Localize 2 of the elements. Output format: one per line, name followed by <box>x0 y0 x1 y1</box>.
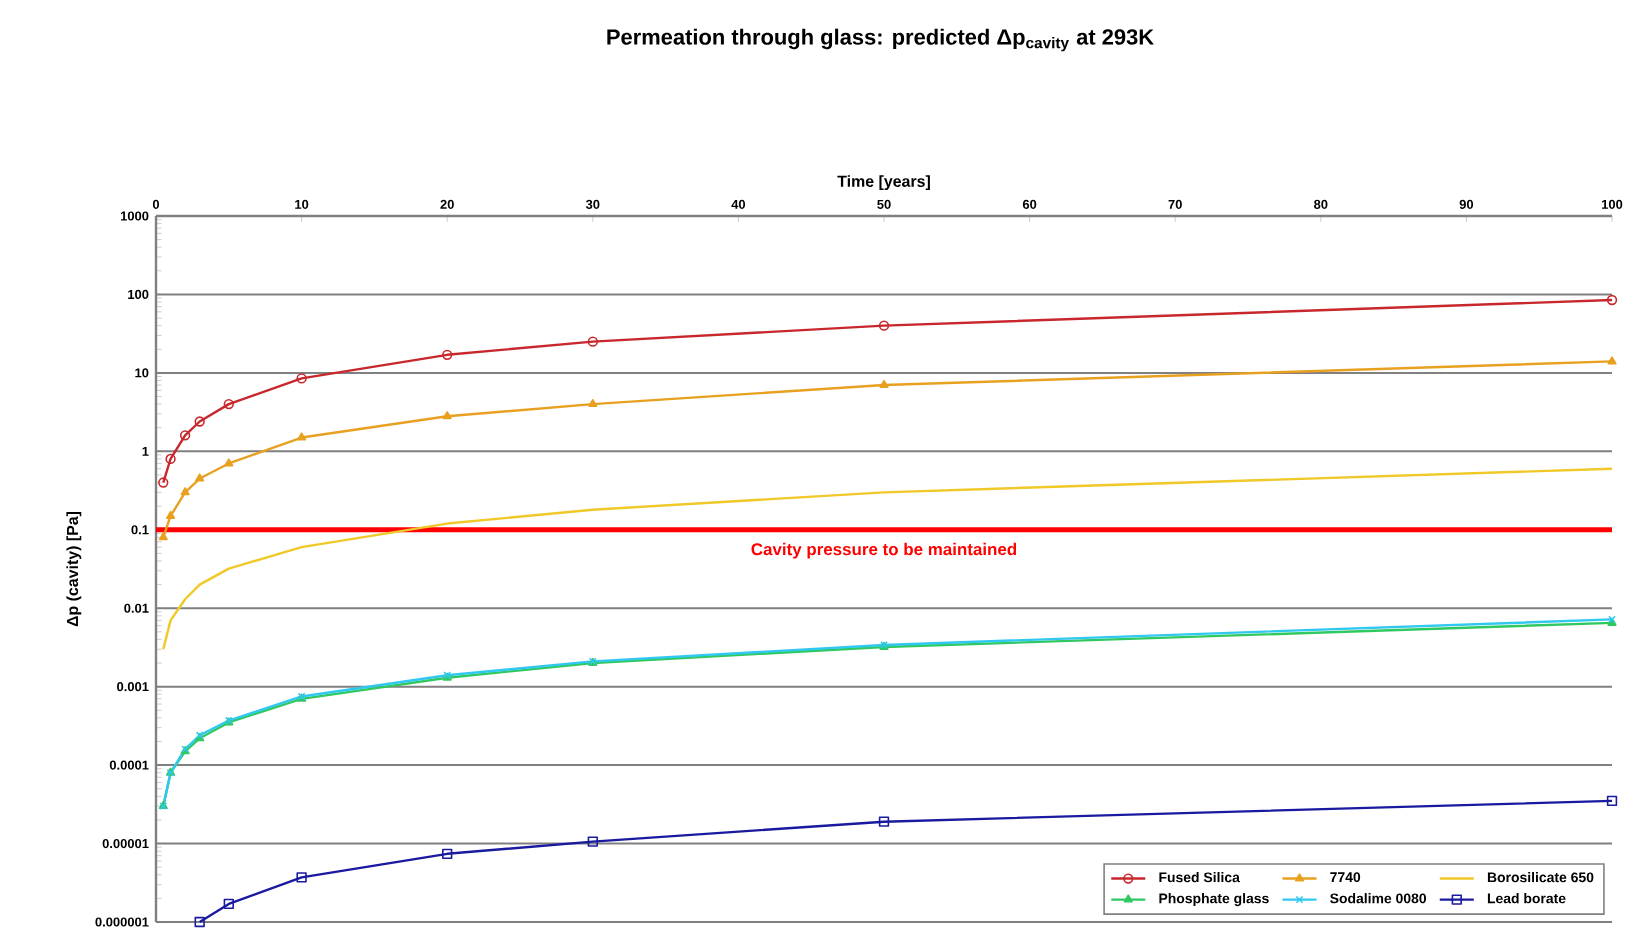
chart-title: Permeation through glass: predicted Δp$_{cavity}$ at 293K <box>607 29 1154 52</box>
ref-line-label: Cavity pressure to be maintained <box>751 543 1017 559</box>
